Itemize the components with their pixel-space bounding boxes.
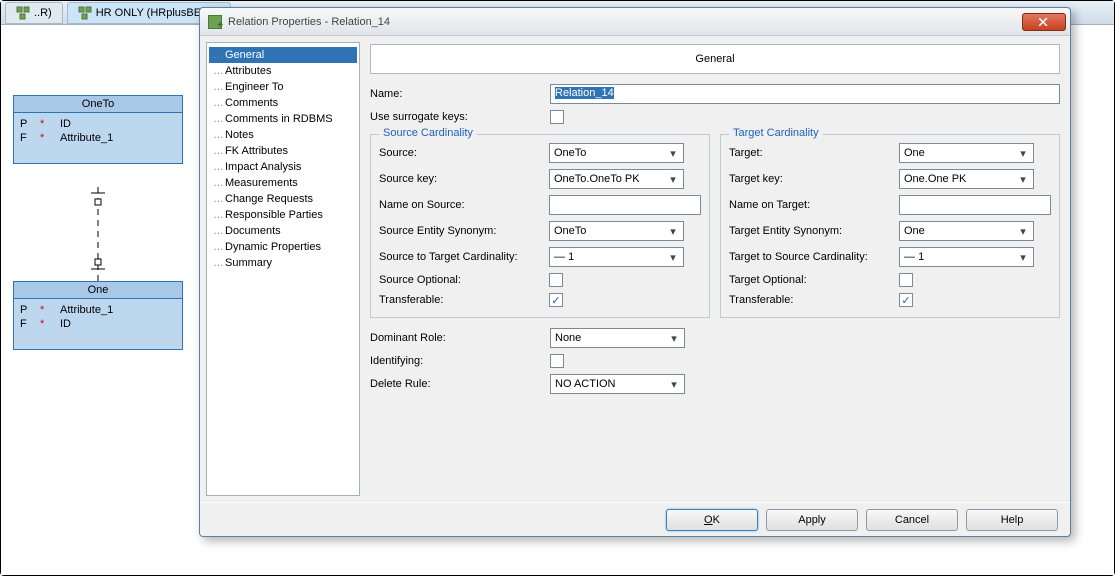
- chevron-down-icon: ▾: [1015, 251, 1031, 264]
- section-header: General: [370, 44, 1060, 74]
- identifying-label: Identifying:: [370, 355, 550, 367]
- dialog-title: Relation Properties - Relation_14: [204, 15, 1022, 29]
- name-on-source-input[interactable]: [549, 195, 701, 215]
- delete-rule-label: Delete Rule:: [370, 378, 550, 390]
- source-transferable-label: Transferable:: [379, 294, 549, 306]
- target-cardinality-fieldset: Target Cardinality Target:One▾ Target ke…: [720, 134, 1060, 318]
- target-transferable-label: Transferable:: [729, 294, 899, 306]
- source-key-label: Source key:: [379, 173, 549, 185]
- name-on-target-label: Name on Target:: [729, 199, 899, 211]
- help-button[interactable]: Help: [966, 509, 1058, 531]
- source-synonym-label: Source Entity Synonym:: [379, 225, 549, 237]
- chevron-down-icon: ▾: [665, 251, 681, 264]
- entity-attr-row: F*Attribute_1: [20, 131, 176, 145]
- chevron-down-icon: ▾: [1015, 173, 1031, 186]
- nav-tree: …General…Attributes…Engineer To…Comments…: [206, 42, 360, 496]
- source-select[interactable]: OneTo▾: [549, 143, 684, 163]
- tab-label: ..R): [34, 7, 52, 19]
- target-synonym-select[interactable]: One▾: [899, 221, 1034, 241]
- chevron-down-icon: ▾: [665, 173, 681, 186]
- surrogate-checkbox[interactable]: [550, 110, 564, 124]
- tab-r[interactable]: ..R): [5, 2, 63, 24]
- target-legend: Target Cardinality: [729, 127, 823, 139]
- nav-item-fk-attributes[interactable]: …FK Attributes: [209, 143, 357, 159]
- source-key-select[interactable]: OneTo.OneTo PK▾: [549, 169, 684, 189]
- content-panel: General Name: Relation_14 Use surrogate …: [360, 36, 1070, 536]
- entity-title: One: [14, 282, 182, 299]
- dialog-icon: [208, 15, 222, 29]
- nav-item-change-requests[interactable]: …Change Requests: [209, 191, 357, 207]
- target-transferable-checkbox[interactable]: ✓: [899, 293, 913, 307]
- source-cardinality-select[interactable]: — 1▾: [549, 247, 684, 267]
- nav-item-notes[interactable]: …Notes: [209, 127, 357, 143]
- entity-one[interactable]: One P*Attribute_1 F*ID: [13, 281, 183, 350]
- target-cardinality-label: Target to Source Cardinality:: [729, 251, 899, 263]
- source-label: Source:: [379, 147, 549, 159]
- target-label: Target:: [729, 147, 899, 159]
- entity-oneto[interactable]: OneTo P*ID F*Attribute_1: [13, 95, 183, 164]
- relation-properties-dialog: Relation Properties - Relation_14 …Gener…: [199, 7, 1071, 537]
- source-legend: Source Cardinality: [379, 127, 477, 139]
- target-select[interactable]: One▾: [899, 143, 1034, 163]
- identifying-checkbox[interactable]: [550, 354, 564, 368]
- dominant-role-label: Dominant Role:: [370, 332, 550, 344]
- source-optional-label: Source Optional:: [379, 274, 549, 286]
- cancel-button[interactable]: Cancel: [866, 509, 958, 531]
- nav-item-general[interactable]: …General: [209, 47, 357, 63]
- source-cardinality-fieldset: Source Cardinality Source:OneTo▾ Source …: [370, 134, 710, 318]
- chevron-down-icon: ▾: [666, 332, 682, 345]
- chevron-down-icon: ▾: [1015, 147, 1031, 160]
- entity-attr-row: P*Attribute_1: [20, 303, 176, 317]
- chevron-down-icon: ▾: [666, 378, 682, 391]
- button-bar: OK Apply Cancel Help: [200, 502, 1070, 536]
- chevron-down-icon: ▾: [665, 225, 681, 238]
- diagram-icon: [16, 6, 30, 20]
- diagram-icon: [78, 6, 92, 20]
- nav-item-impact-analysis[interactable]: …Impact Analysis: [209, 159, 357, 175]
- name-on-source-label: Name on Source:: [379, 199, 549, 211]
- close-button[interactable]: [1022, 13, 1066, 31]
- name-input[interactable]: Relation_14: [550, 84, 1060, 104]
- chevron-down-icon: ▾: [665, 147, 681, 160]
- ok-button[interactable]: OK: [666, 509, 758, 531]
- nav-item-engineer-to[interactable]: …Engineer To: [209, 79, 357, 95]
- entity-attr-row: P*ID: [20, 117, 176, 131]
- source-optional-checkbox[interactable]: [549, 273, 563, 287]
- entity-attrs: P*ID F*Attribute_1: [14, 113, 182, 163]
- nav-item-measurements[interactable]: …Measurements: [209, 175, 357, 191]
- surrogate-label: Use surrogate keys:: [370, 111, 550, 123]
- target-optional-label: Target Optional:: [729, 274, 899, 286]
- target-key-select[interactable]: One.One PK▾: [899, 169, 1034, 189]
- nav-item-summary[interactable]: …Summary: [209, 255, 357, 271]
- target-optional-checkbox[interactable]: [899, 273, 913, 287]
- nav-item-comments-in-rdbms[interactable]: …Comments in RDBMS: [209, 111, 357, 127]
- dialog-titlebar[interactable]: Relation Properties - Relation_14: [200, 8, 1070, 36]
- target-key-label: Target key:: [729, 173, 899, 185]
- nav-item-comments[interactable]: …Comments: [209, 95, 357, 111]
- name-on-target-input[interactable]: [899, 195, 1051, 215]
- chevron-down-icon: ▾: [1015, 225, 1031, 238]
- entity-title: OneTo: [14, 96, 182, 113]
- source-transferable-checkbox[interactable]: ✓: [549, 293, 563, 307]
- source-cardinality-label: Source to Target Cardinality:: [379, 251, 549, 263]
- nav-item-responsible-parties[interactable]: …Responsible Parties: [209, 207, 357, 223]
- entity-attrs: P*Attribute_1 F*ID: [14, 299, 182, 349]
- target-synonym-label: Target Entity Synonym:: [729, 225, 899, 237]
- nav-item-documents[interactable]: …Documents: [209, 223, 357, 239]
- delete-rule-select[interactable]: NO ACTION▾: [550, 374, 685, 394]
- apply-button[interactable]: Apply: [766, 509, 858, 531]
- nav-item-attributes[interactable]: …Attributes: [209, 63, 357, 79]
- name-label: Name:: [370, 88, 550, 100]
- nav-item-dynamic-properties[interactable]: …Dynamic Properties: [209, 239, 357, 255]
- relation-line[interactable]: [91, 187, 105, 283]
- source-synonym-select[interactable]: OneTo▾: [549, 221, 684, 241]
- entity-attr-row: F*ID: [20, 317, 176, 331]
- target-cardinality-select[interactable]: — 1▾: [899, 247, 1034, 267]
- dominant-role-select[interactable]: None▾: [550, 328, 685, 348]
